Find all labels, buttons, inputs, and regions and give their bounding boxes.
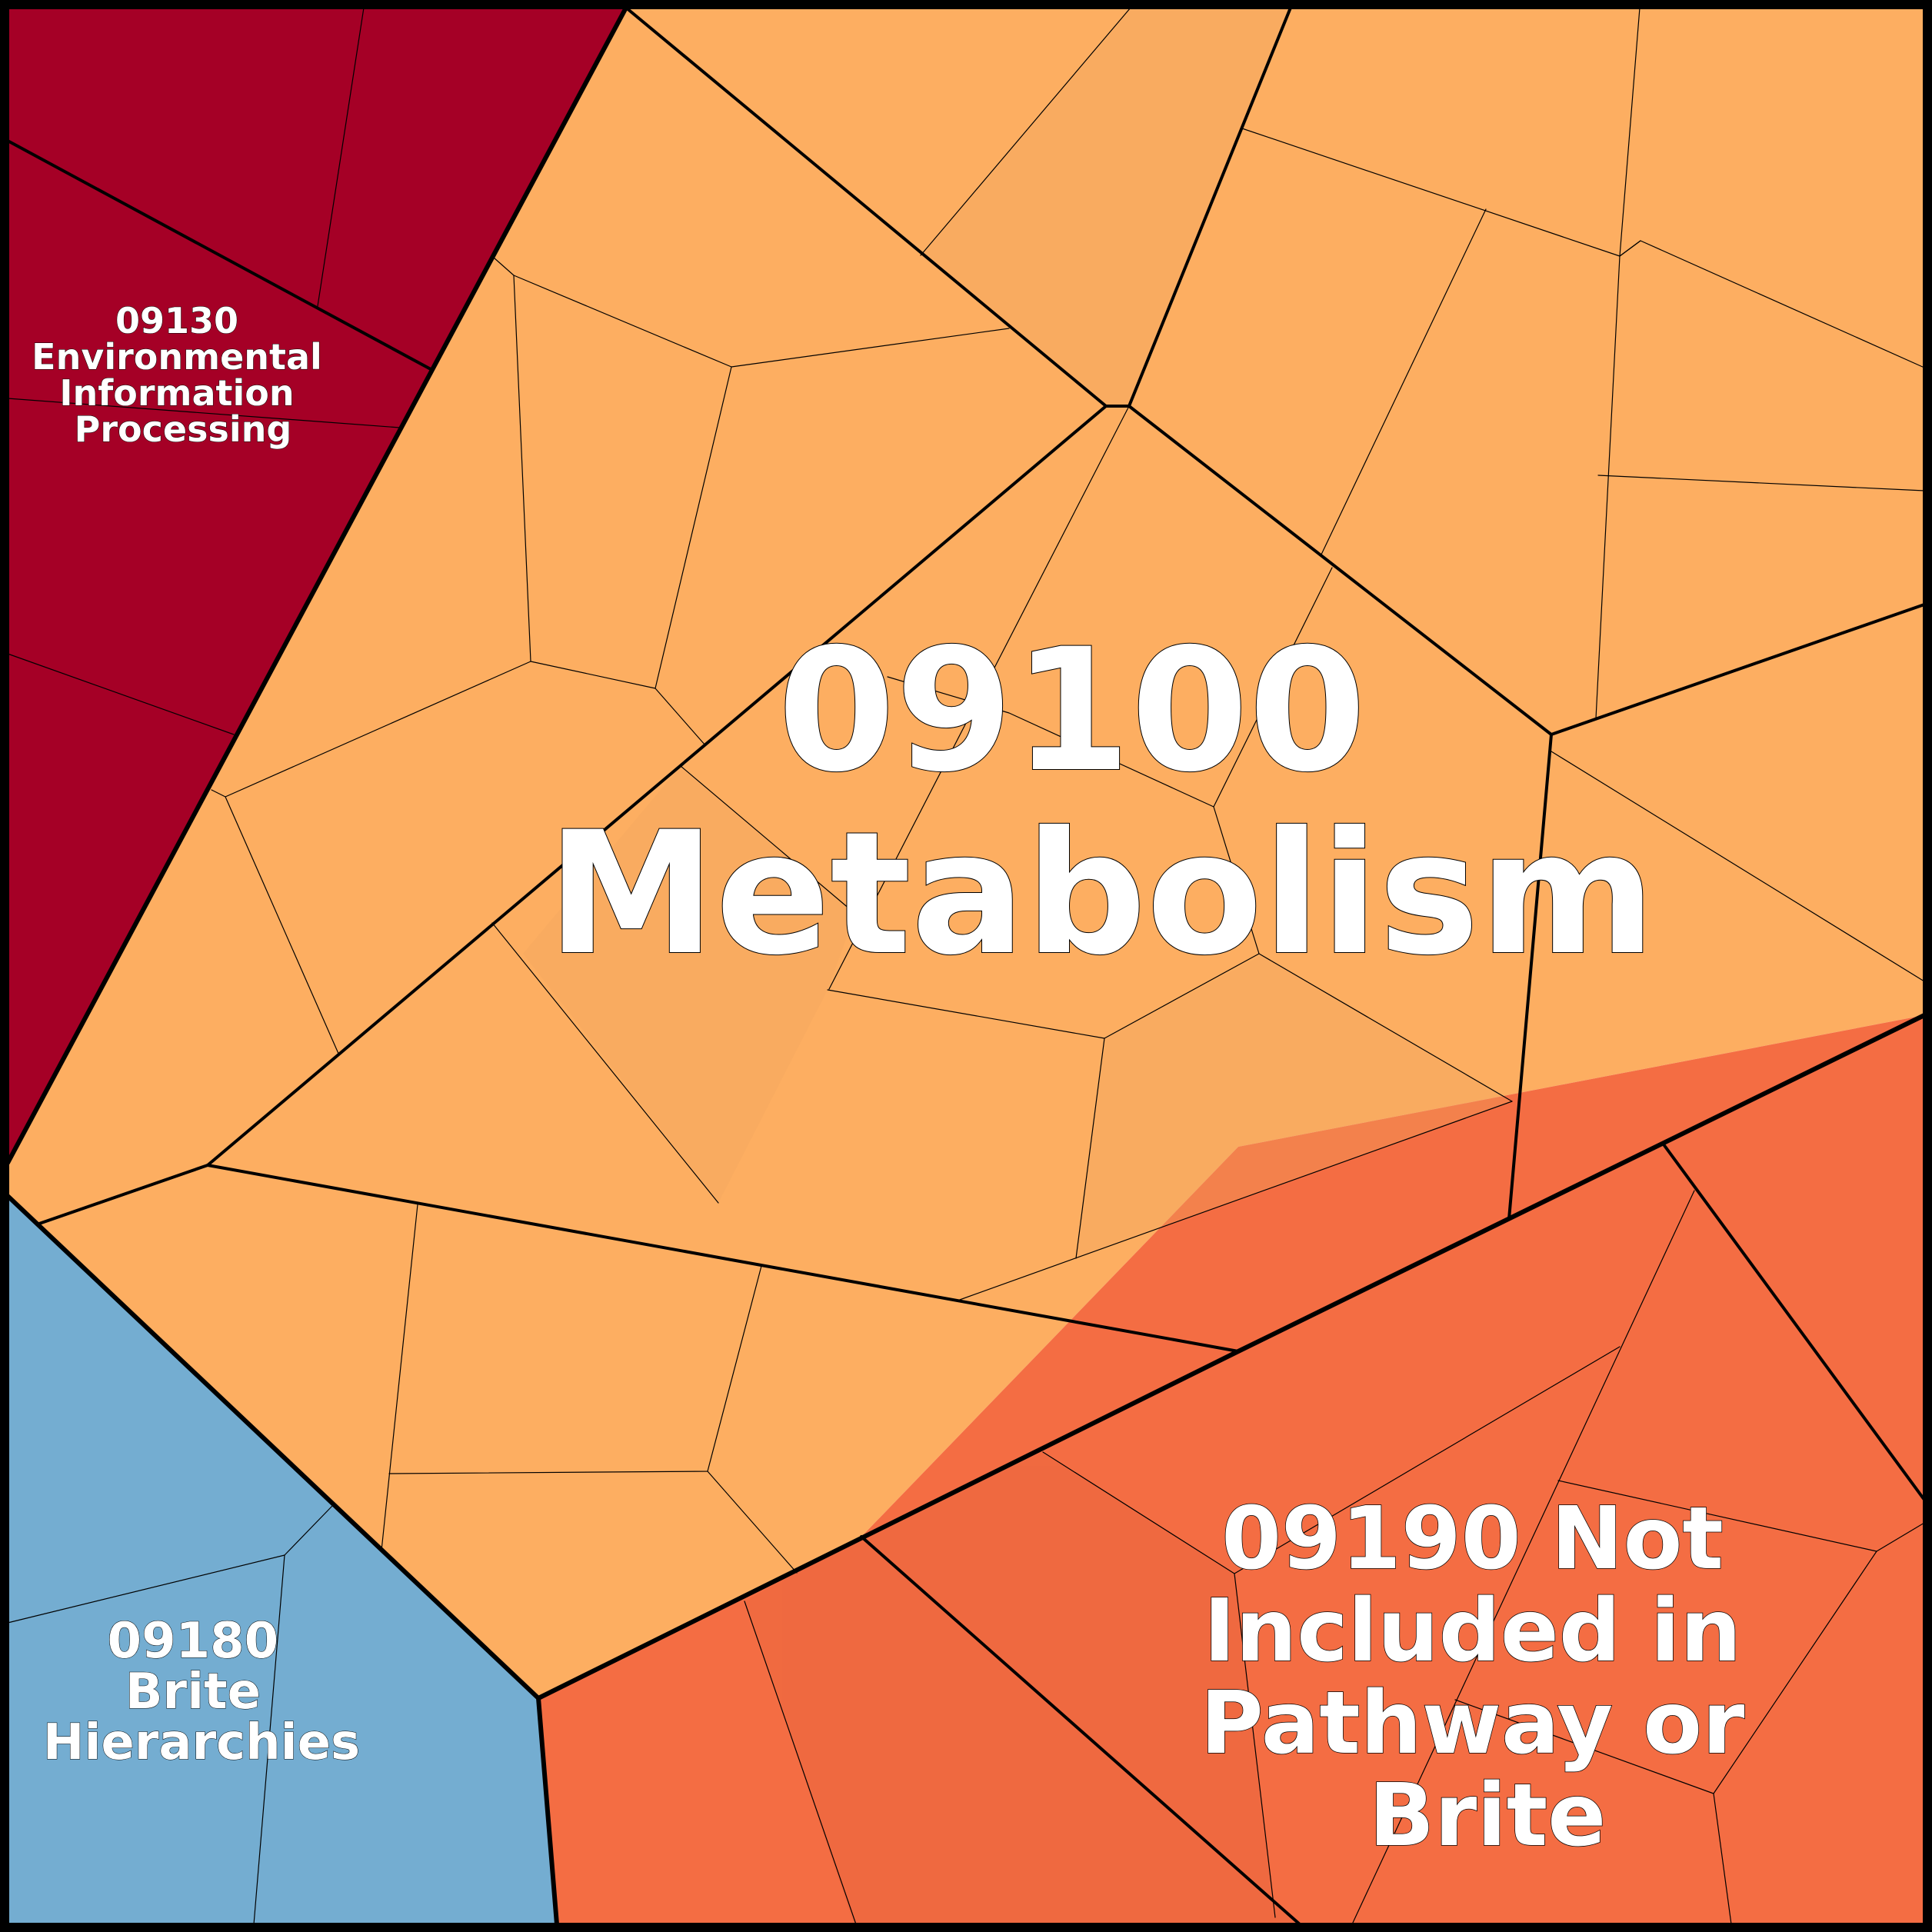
region-boundary xyxy=(536,1013,1927,1700)
cell-border xyxy=(707,1471,798,1574)
group-border xyxy=(860,1535,1301,1926)
label-line: Information xyxy=(59,372,294,414)
cell-border xyxy=(1597,475,1925,491)
cell-border xyxy=(1258,953,1513,1102)
region-boundaries xyxy=(5,5,1927,1927)
cell-border xyxy=(1234,1346,1621,1574)
subcell-shade xyxy=(1075,955,1512,1258)
label-line: 09190 Not xyxy=(1221,1489,1724,1589)
cell-border xyxy=(253,1554,285,1925)
label-line: Metabolism xyxy=(547,795,1655,992)
label-line: Brite xyxy=(1369,1766,1607,1866)
label-metabolism: 09100 Metabolism xyxy=(547,612,1655,992)
label-line: Environmental xyxy=(32,336,322,378)
label-line: 09130 xyxy=(115,300,238,341)
label-line: Included in xyxy=(1204,1581,1741,1681)
group-border xyxy=(6,139,432,371)
cell-border xyxy=(744,1601,857,1925)
region-boundary xyxy=(5,5,628,1165)
subcell-shades xyxy=(523,8,1512,1924)
cell-border xyxy=(1075,1038,1105,1259)
region-brite-hierarchies xyxy=(8,1196,557,1924)
cell-borders xyxy=(7,7,1925,1925)
cell-border xyxy=(1320,208,1487,557)
cell-border xyxy=(655,688,706,746)
group-borders xyxy=(6,6,1926,1926)
cell-border xyxy=(1713,1793,1732,1925)
label-line: 09100 xyxy=(778,612,1366,809)
cell-border xyxy=(381,1204,418,1551)
cell-border xyxy=(1551,751,1925,982)
region-metabolism xyxy=(8,8,1924,1698)
region-fills xyxy=(8,8,1924,1924)
cell-border xyxy=(7,653,235,735)
cell-border xyxy=(513,275,732,689)
cell-border xyxy=(680,765,856,914)
cell-border xyxy=(828,405,1130,990)
cell-border xyxy=(317,7,365,307)
label-line: 09180 xyxy=(108,1613,279,1670)
region-not-included xyxy=(538,1015,1924,1924)
cell-border xyxy=(887,567,1333,808)
label-line: Processing xyxy=(75,408,292,450)
label-not-included: 09190 Not Included in Pathway or Brite xyxy=(1201,1489,1775,1866)
cell-border xyxy=(225,796,340,1056)
label-environmental-information-processing: 09130 Environmental Information Processi… xyxy=(32,300,335,450)
label-line: Hierarchies xyxy=(43,1714,360,1771)
subcell-shade xyxy=(861,1452,1275,1924)
cell-border xyxy=(957,1101,1513,1301)
group-border xyxy=(206,1164,1240,1353)
label-line: Brite xyxy=(125,1664,261,1720)
cell-border xyxy=(1351,1190,1695,1925)
cell-border xyxy=(7,398,401,428)
cell-border xyxy=(920,7,1131,256)
subcell-shade xyxy=(523,766,855,1203)
cell-border xyxy=(827,806,1260,1039)
group-border xyxy=(625,6,1292,408)
subcell-shade xyxy=(921,8,1291,406)
group-border xyxy=(1662,1143,1926,1501)
cell-border xyxy=(491,922,719,1204)
subcell-shade xyxy=(744,1537,1300,1924)
cell-border xyxy=(1619,7,1641,257)
region-environmental-information-processing xyxy=(8,8,626,1163)
group-border xyxy=(1507,733,1553,1221)
label-line: Pathway or xyxy=(1201,1674,1745,1774)
cell-border xyxy=(493,257,1010,368)
label-brite-hierarchies: 09180 Brite Hierarchies xyxy=(43,1613,360,1771)
